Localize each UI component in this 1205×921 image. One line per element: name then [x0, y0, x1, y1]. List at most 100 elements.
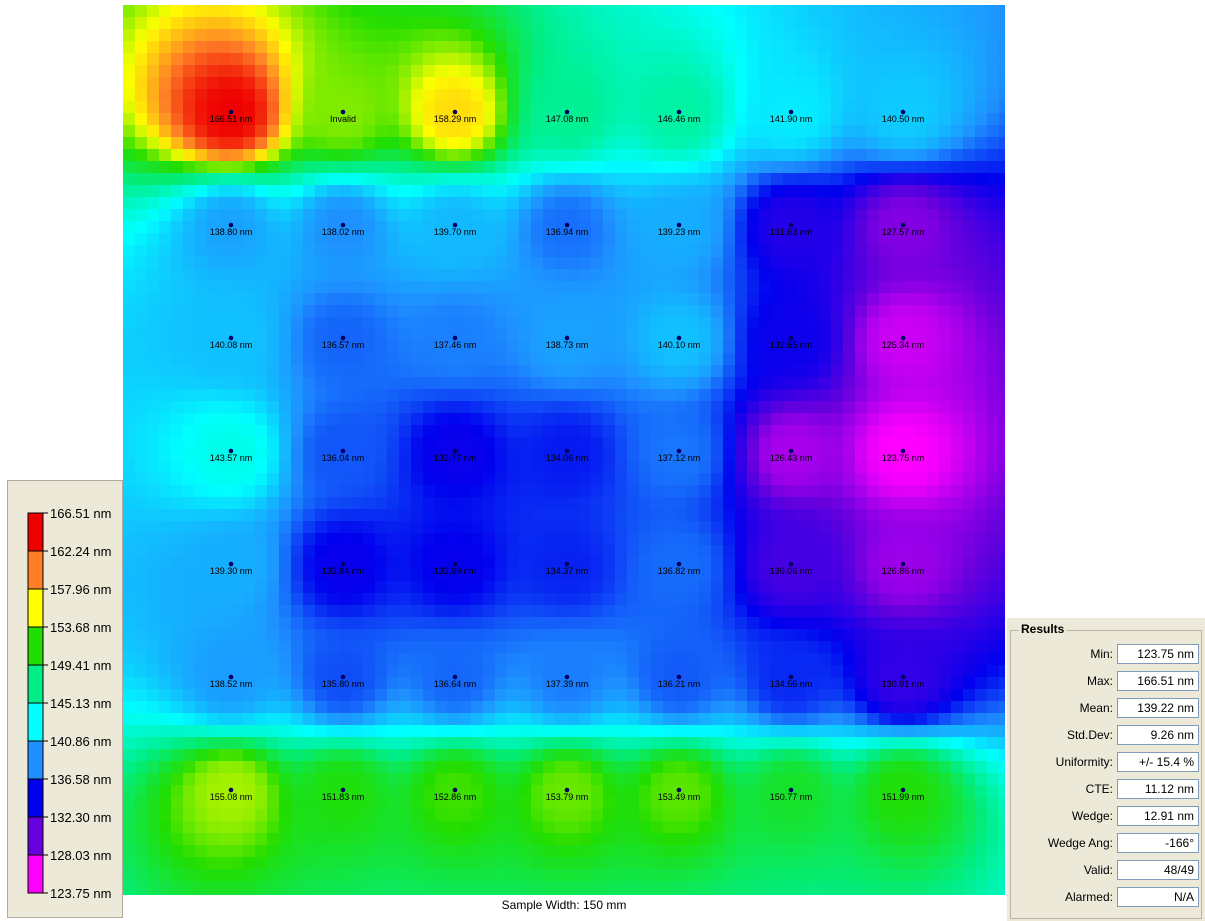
heatmap-cell — [855, 773, 868, 786]
heatmap-cell — [459, 737, 472, 750]
heatmap-cell — [783, 353, 796, 366]
heatmap-cell — [291, 269, 304, 282]
heatmap-cell — [231, 797, 244, 810]
heatmap-cell — [495, 185, 508, 198]
heatmap-cell — [999, 149, 1006, 162]
heatmap-cell — [615, 293, 628, 306]
heatmap-cell — [243, 473, 256, 486]
heatmap-cell — [171, 269, 184, 282]
heatmap-cell — [843, 773, 856, 786]
heatmap-cell — [999, 617, 1006, 630]
heatmap-cell — [279, 365, 292, 378]
heatmap-cell — [123, 233, 136, 246]
heatmap-cell — [639, 413, 652, 426]
heatmap-cell — [699, 473, 712, 486]
heatmap-cell — [939, 449, 952, 462]
heatmap-cell — [591, 725, 604, 738]
heatmap-cell — [855, 629, 868, 642]
heatmap-cell — [615, 497, 628, 510]
heatmap-cell — [507, 569, 520, 582]
heatmap-cell — [651, 185, 664, 198]
heatmap-cell — [939, 161, 952, 174]
heatmap-cell — [963, 437, 976, 450]
heatmap-cell — [327, 173, 340, 186]
heatmap-cell — [423, 329, 436, 342]
heatmap-cell — [195, 137, 208, 150]
heatmap-cell — [279, 425, 292, 438]
heatmap-cell — [843, 377, 856, 390]
heatmap-cell — [363, 5, 376, 18]
heatmap-cell — [459, 245, 472, 258]
heatmap-cell — [159, 773, 172, 786]
heatmap-cell — [927, 221, 940, 234]
heatmap-cell — [171, 329, 184, 342]
heatmap-cell — [123, 305, 136, 318]
heatmap-cell — [387, 401, 400, 414]
heatmap-cell — [435, 293, 448, 306]
heatmap-cell — [819, 41, 832, 54]
heatmap-cell — [639, 341, 652, 354]
heatmap-cell — [843, 761, 856, 774]
heatmap-cell — [219, 593, 232, 606]
heatmap-cell — [291, 461, 304, 474]
heatmap-cell — [771, 41, 784, 54]
heatmap-cell — [843, 401, 856, 414]
heatmap-cell — [567, 749, 580, 762]
heatmap-cell — [615, 77, 628, 90]
heatmap-cell — [591, 533, 604, 546]
heatmap-cell — [171, 809, 184, 822]
heatmap-cell — [423, 89, 436, 102]
heatmap-cell — [675, 569, 688, 582]
heatmap-cell — [351, 53, 364, 66]
heatmap-cell — [579, 797, 592, 810]
heatmap-cell — [243, 485, 256, 498]
heatmap-cell — [915, 545, 928, 558]
heatmap-cell — [255, 701, 268, 714]
heatmap-cell — [483, 749, 496, 762]
heatmap-cell — [399, 341, 412, 354]
heatmap-cell — [279, 797, 292, 810]
heatmap-cell — [471, 341, 484, 354]
heatmap-cell — [471, 269, 484, 282]
heatmap-cell — [243, 641, 256, 654]
heatmap-cell — [831, 305, 844, 318]
heatmap-cell — [795, 653, 808, 666]
heatmap-cell — [963, 209, 976, 222]
heatmap-cell — [315, 113, 328, 126]
heatmap-cell — [915, 617, 928, 630]
heatmap-cell — [507, 413, 520, 426]
heatmap-cell — [879, 473, 892, 486]
heatmap-cell — [999, 305, 1006, 318]
heatmap-cell — [699, 101, 712, 114]
heatmap-cell — [135, 605, 148, 618]
heatmap-cell — [867, 281, 880, 294]
heatmap-cell — [723, 533, 736, 546]
heatmap-cell — [651, 65, 664, 78]
heatmap-cell — [771, 737, 784, 750]
heatmap-cell — [195, 701, 208, 714]
heatmap-cell — [279, 737, 292, 750]
heatmap-cell — [963, 353, 976, 366]
heatmap-cell — [303, 113, 316, 126]
heatmap-cell — [543, 329, 556, 342]
heatmap-cell — [879, 677, 892, 690]
heatmap-cell — [471, 473, 484, 486]
heatmap-cell — [291, 749, 304, 762]
heatmap-cell — [855, 713, 868, 726]
heatmap-cell — [831, 449, 844, 462]
heatmap-cell — [759, 329, 772, 342]
heatmap-cell — [723, 281, 736, 294]
heatmap-cell — [843, 161, 856, 174]
heatmap-cell — [579, 245, 592, 258]
heatmap-cell — [507, 593, 520, 606]
heatmap-cell — [375, 461, 388, 474]
heatmap-cell — [207, 521, 220, 534]
heatmap-cell — [915, 497, 928, 510]
heatmap-cell — [735, 89, 748, 102]
heatmap-cell — [231, 773, 244, 786]
heatmap-cell — [471, 65, 484, 78]
heatmap-cell — [411, 437, 424, 450]
heatmap-cell — [795, 53, 808, 66]
heatmap-cell — [135, 701, 148, 714]
heatmap-cell — [663, 401, 676, 414]
